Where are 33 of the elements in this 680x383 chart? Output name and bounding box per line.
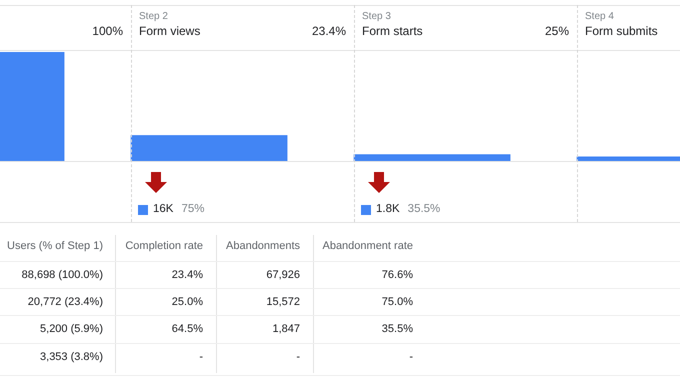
- text: 100%: [92, 24, 123, 38]
- text: 23.4%: [312, 24, 346, 38]
- text: 88,698 (100.0%): [22, 269, 103, 281]
- text: 75.0%: [382, 296, 413, 308]
- text: -: [409, 351, 413, 363]
- text: Step 4: [585, 11, 614, 22]
- text: -: [296, 351, 300, 363]
- text: 35.5%: [382, 323, 413, 335]
- text: 16K: [153, 203, 174, 215]
- text: 1,847: [272, 323, 300, 335]
- text: 5,200 (5.9%): [40, 323, 103, 335]
- text: 23.4%: [172, 269, 203, 281]
- text: 35.5%: [408, 203, 440, 215]
- text: 25.0%: [172, 296, 203, 308]
- text: 25%: [544, 24, 569, 38]
- text: -: [199, 351, 203, 363]
- x-tick-label: Form views: [139, 24, 200, 38]
- text: Step 2: [139, 11, 168, 22]
- text: 20,772 (23.4%): [28, 296, 103, 308]
- text: Step 3: [362, 11, 391, 22]
- text: 75%: [181, 203, 204, 215]
- text: 64.5%: [172, 323, 203, 335]
- x-tick-label: Form starts: [362, 24, 423, 38]
- text: Abandonments: [226, 240, 300, 252]
- text: Completion rate: [125, 240, 203, 252]
- x-tick-label: Form submits: [585, 24, 658, 38]
- text: 1.8K: [376, 203, 400, 215]
- text: 67,926: [266, 269, 300, 281]
- text: 76.6%: [382, 269, 413, 281]
- text: 3,353 (3.8%): [40, 351, 103, 363]
- text: Abandonment rate: [322, 240, 413, 252]
- text: Users (% of Step 1): [7, 240, 103, 252]
- text: 15,572: [266, 296, 300, 308]
